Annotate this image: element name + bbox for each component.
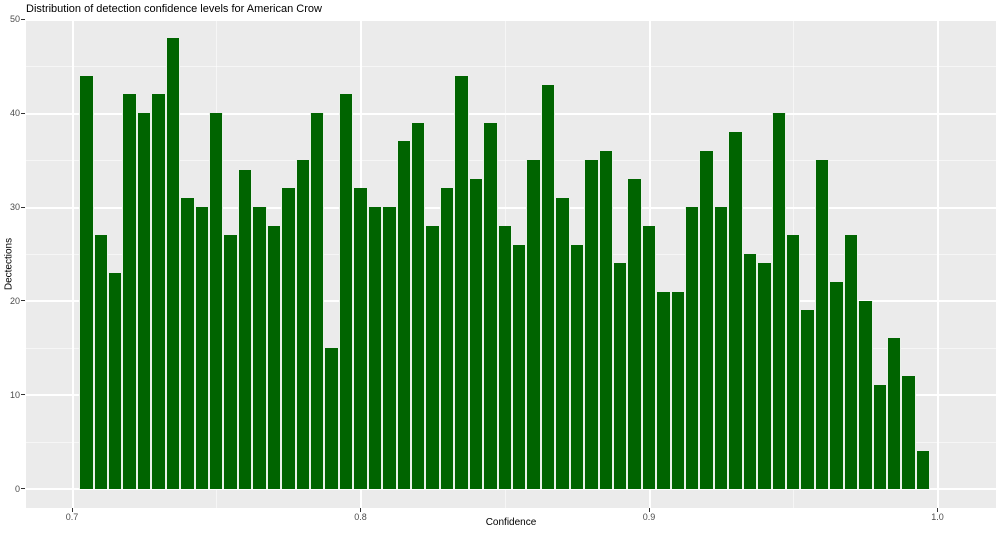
x-tick-label: 0.8: [354, 512, 367, 522]
histogram-bar: [612, 263, 628, 489]
histogram-bar: [136, 113, 152, 489]
histogram-bar: [771, 113, 787, 489]
gridline-y-major: [26, 20, 996, 21]
y-tick-mark: [21, 206, 25, 208]
histogram-bar: [901, 375, 916, 489]
histogram-bar: [497, 225, 512, 489]
histogram-bar: [858, 300, 873, 489]
y-tick-label: 0: [14, 483, 20, 494]
histogram-bar: [670, 291, 686, 489]
histogram-bar: [786, 235, 801, 489]
histogram-bar: [295, 160, 310, 489]
histogram-bar: [223, 235, 238, 489]
histogram-bar: [93, 235, 109, 489]
histogram-bar: [396, 141, 411, 489]
histogram-bar: [194, 207, 210, 489]
histogram-bar: [641, 225, 657, 489]
histogram-bar: [829, 282, 844, 489]
histogram-bar: [685, 207, 700, 489]
histogram-bar: [324, 347, 339, 489]
histogram-bar: [108, 272, 123, 489]
histogram-bar: [887, 338, 902, 489]
y-tick-label: 10: [9, 389, 20, 400]
histogram-bar: [353, 188, 368, 489]
histogram-bar: [266, 225, 282, 489]
histogram-bar: [252, 207, 267, 489]
histogram-bar: [439, 188, 455, 489]
x-tick-label: 0.9: [642, 512, 656, 522]
histogram-bar: [555, 197, 570, 489]
histogram-bar: [713, 207, 729, 489]
histogram-bar: [151, 94, 166, 489]
x-tick-mark: [937, 508, 938, 512]
gridline-x-major: [937, 20, 939, 508]
x-tick-mark: [71, 508, 73, 512]
y-tick-mark: [21, 394, 25, 396]
histogram-bar: [800, 310, 815, 489]
histogram-bar: [281, 188, 296, 489]
y-tick-label: 20: [9, 295, 20, 306]
histogram-bar: [843, 235, 859, 489]
histogram-bar: [237, 169, 253, 489]
histogram-bar: [382, 207, 397, 489]
x-tick-mark: [648, 508, 650, 512]
histogram-bar: [872, 385, 887, 489]
histogram-bar: [165, 38, 181, 489]
histogram-bar: [468, 178, 484, 489]
histogram-bar: [814, 160, 830, 489]
histogram-bar: [757, 263, 772, 489]
histogram-bar: [79, 75, 94, 489]
histogram-bar: [122, 94, 137, 489]
histogram-bar: [526, 160, 541, 489]
histogram-bar: [367, 207, 383, 489]
x-axis-label: Confidence: [485, 517, 537, 528]
histogram-bar: [598, 150, 613, 489]
gridline-y-minor: [26, 160, 996, 162]
y-tick-mark: [21, 300, 25, 302]
histogram-bar: [915, 451, 931, 489]
gridline-y-major: [26, 112, 996, 115]
plot-panel: [26, 20, 996, 508]
histogram-bar: [483, 122, 498, 489]
gridline-y-major: [26, 206, 996, 209]
histogram-bar: [454, 75, 469, 489]
histogram-bar: [338, 94, 354, 489]
y-axis-label: Dectections: [3, 237, 15, 291]
x-tick-label: 0.7: [65, 512, 79, 522]
y-tick-mark: [21, 18, 25, 20]
histogram-bar: [569, 244, 585, 489]
histogram-bar: [627, 178, 642, 489]
y-tick-label: 50: [9, 14, 20, 25]
histogram-bar: [209, 113, 224, 489]
y-tick-mark: [21, 488, 25, 490]
histogram-bar: [728, 131, 743, 489]
histogram-bar: [410, 122, 426, 489]
y-tick-mark: [21, 112, 25, 114]
histogram-bar: [425, 225, 440, 489]
histogram-bar: [584, 160, 599, 489]
x-tick-label: 1.0: [931, 512, 944, 522]
histogram-bar: [656, 291, 671, 489]
gridline-x-major: [71, 20, 74, 508]
x-tick-mark: [360, 508, 361, 512]
y-tick-label: 30: [9, 202, 20, 213]
histogram-bar: [511, 244, 527, 489]
histogram-bar: [742, 253, 758, 489]
gridline-y-minor: [26, 66, 996, 68]
chart-title: Distribution of detection confidence lev…: [26, 3, 322, 15]
histogram-bar: [180, 197, 195, 489]
y-tick-label: 40: [9, 108, 20, 119]
histogram-bar: [310, 113, 325, 489]
gridline-y-major: [26, 488, 996, 491]
histogram-bar: [699, 150, 714, 489]
histogram-bar: [540, 85, 556, 489]
